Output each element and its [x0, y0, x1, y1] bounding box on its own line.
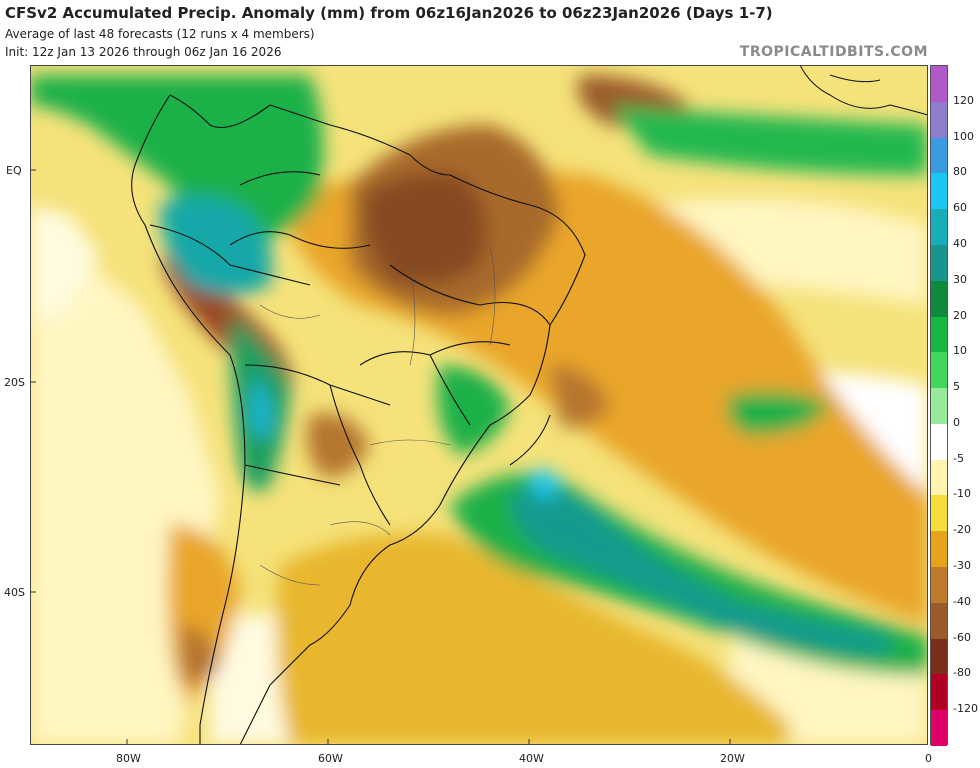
colorbar-segment — [931, 602, 947, 640]
colorbar-segment — [931, 423, 947, 461]
lon-label-80w: 80W — [116, 752, 141, 765]
colorbar-label: 100 — [953, 129, 974, 143]
colorbar-label: 30 — [953, 272, 967, 286]
precip-anomaly-map — [30, 65, 928, 745]
colorbar-segment — [931, 137, 947, 174]
colorbar-segment — [931, 244, 947, 282]
colorbar-segment — [931, 101, 947, 139]
africa-coast — [799, 65, 928, 116]
country-borders — [131, 94, 586, 745]
colorbar-segment — [931, 531, 947, 568]
colorbar-segment — [931, 209, 947, 246]
subtitle-init: Init: 12z Jan 13 2026 through 06z Jan 16… — [5, 45, 282, 59]
colorbar-segment — [931, 710, 947, 747]
colorbar-segment — [931, 388, 947, 425]
lon-label-60w: 60W — [318, 752, 343, 765]
colorbar-label: 120 — [953, 93, 974, 107]
colorbar-label: -5 — [953, 451, 964, 465]
colorbar-label: -10 — [953, 487, 971, 501]
lat-label-eq: EQ — [6, 164, 22, 177]
state-borders — [259, 244, 496, 586]
colorbar-segment — [931, 638, 947, 675]
lat-label-40s: 40S — [4, 586, 25, 599]
colorbar-label: 20 — [953, 308, 967, 322]
colorbar-label: 10 — [953, 344, 967, 358]
colorbar-label: -60 — [953, 630, 971, 644]
colorbar-label: -30 — [953, 559, 971, 573]
lat-label-20s: 20S — [4, 376, 25, 389]
lon-label-40w: 40W — [519, 752, 544, 765]
colorbar-label: 40 — [953, 236, 967, 250]
lon-label-0: 0 — [925, 752, 932, 765]
colorbar-segment — [931, 66, 947, 103]
colorbar-segment — [931, 674, 947, 711]
subtitle-forecasts: Average of last 48 forecasts (12 runs x … — [5, 27, 315, 41]
colorbar — [930, 65, 948, 747]
colorbar-label: -80 — [953, 666, 971, 680]
colorbar-segment — [931, 459, 947, 496]
lon-label-20w: 20W — [720, 752, 745, 765]
colorbar-segment — [931, 280, 947, 318]
colorbar-label: -120 — [953, 702, 978, 716]
map-frame — [30, 65, 928, 745]
anomaly-contours — [30, 75, 928, 745]
colorbar-label: 0 — [953, 415, 960, 429]
colorbar-label: 80 — [953, 165, 967, 179]
colorbar-segment — [931, 567, 947, 604]
colorbar-segment — [931, 352, 947, 389]
colorbar-label: 5 — [953, 380, 960, 394]
colorbar-segment — [931, 316, 947, 353]
brand-watermark: TROPICALTIDBITS.COM — [739, 44, 928, 60]
colorbar-label: -40 — [953, 594, 971, 608]
colorbar-label: -20 — [953, 523, 971, 537]
chart-title: CFSv2 Accumulated Precip. Anomaly (mm) f… — [5, 4, 773, 22]
colorbar-label: 60 — [953, 201, 967, 215]
colorbar-segment — [931, 495, 947, 532]
colorbar-segment — [931, 173, 947, 210]
